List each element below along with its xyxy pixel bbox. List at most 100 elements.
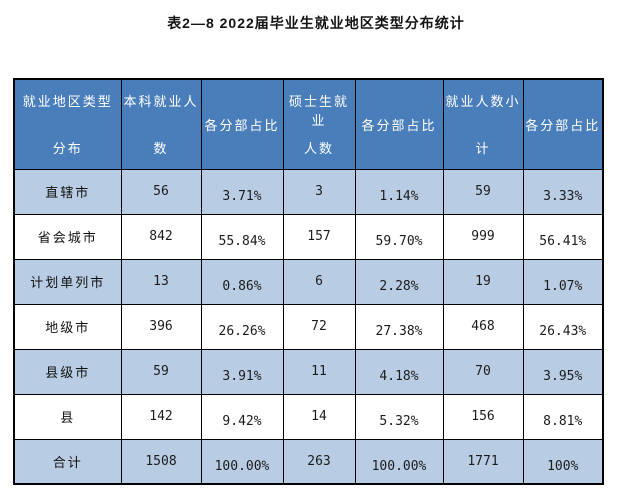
row-label: 直辖市 (13, 168, 122, 215)
table-row-planned-city: 计划单列市 13 0.86% 6 2.28% 19 1.07% (13, 258, 604, 305)
header-total-pct-text: 各分部占比 (524, 81, 602, 167)
pct-value: 56.41% (539, 234, 587, 249)
header-line: 计 (475, 141, 491, 157)
header-row: 就业地区类型 分布 本科就业人 数 各分部占比 (13, 78, 604, 170)
row-label: 省会城市 (13, 213, 122, 260)
master-pct: 1.14% (354, 168, 444, 215)
header-line: 硕士生就业 (288, 94, 349, 129)
header-line: 各分部占比 (204, 117, 280, 133)
row-label: 县 (13, 393, 122, 440)
header-undergrad-pct-text: 各分部占比 (202, 81, 282, 167)
header-line: 各分部占比 (525, 117, 601, 133)
pct-value: 26.43% (539, 324, 587, 339)
master-count: 3 (282, 168, 356, 215)
total-pct: 3.33% (522, 168, 604, 215)
header-line: 本科就业人 (123, 94, 199, 110)
header-line: 分布 (52, 141, 83, 157)
pct-value: 1.07% (543, 279, 583, 294)
total-pct: 1.07% (522, 258, 604, 305)
pct-value: 0.86% (222, 279, 262, 294)
undergrad-count: 56 (120, 168, 202, 215)
header-line: 数 (153, 141, 169, 157)
header-region-type-text: 就业地区类型 分布 (15, 81, 120, 167)
pct-value: 3.91% (222, 369, 262, 384)
total-pct: 56.41% (522, 213, 604, 260)
master-count: 11 (282, 348, 356, 395)
master-pct: 5.32% (354, 393, 444, 440)
total-count: 156 (442, 393, 524, 440)
pct-value: 4.18% (379, 369, 419, 384)
table-row-county-city: 县级市 59 3.91% 11 4.18% 70 3.95% (13, 348, 604, 395)
header-region-type: 就业地区类型 分布 (13, 78, 122, 170)
undergrad-count: 142 (120, 393, 202, 440)
total-count: 468 (442, 303, 524, 350)
header-master-pct-text: 各分部占比 (356, 81, 442, 167)
pct-value: 100.00% (214, 458, 270, 474)
total-pct: 3.95% (522, 348, 604, 395)
pct-value: 3.71% (222, 189, 262, 204)
undergrad-pct: 0.86% (200, 258, 284, 305)
pct-value: 55.84% (218, 234, 266, 249)
header-total-pct: 各分部占比 (522, 78, 604, 170)
row-label: 县级市 (13, 348, 122, 395)
pct-value: 26.26% (218, 324, 266, 339)
pct-value: 27.38% (375, 324, 423, 339)
master-count: 157 (282, 213, 356, 260)
undergrad-count: 842 (120, 213, 202, 260)
header-total-count-text: 就业人数小 计 (444, 81, 522, 167)
row-label: 合计 (13, 438, 122, 485)
table-row-county: 县 142 9.42% 14 5.32% 156 8.81% (13, 393, 604, 440)
total-count: 999 (442, 213, 524, 260)
total-count: 1771 (442, 438, 524, 485)
header-undergrad-count: 本科就业人 数 (120, 78, 202, 170)
master-count: 263 (282, 438, 356, 485)
pct-value: 9.42% (222, 414, 262, 429)
pct-value: 2.28% (379, 279, 419, 294)
total-count: 59 (442, 168, 524, 215)
table-row-prefecture-city: 地级市 396 26.26% 72 27.38% 468 26.43% (13, 303, 604, 350)
table-title: 表2—8 2022届毕业生就业地区类型分布统计 (167, 15, 465, 31)
employment-region-table: 就业地区类型 分布 本科就业人 数 各分部占比 (13, 78, 604, 485)
master-pct: 2.28% (354, 258, 444, 305)
total-count: 19 (442, 258, 524, 305)
table-row-provincial-capital: 省会城市 842 55.84% 157 59.70% 999 56.41% (13, 213, 604, 260)
master-pct: 4.18% (354, 348, 444, 395)
pct-value: 1.14% (379, 189, 419, 204)
master-count: 72 (282, 303, 356, 350)
header-master-count: 硕士生就业 人数 (282, 78, 356, 170)
master-count: 14 (282, 393, 356, 440)
header-undergrad-count-text: 本科就业人 数 (122, 81, 200, 167)
header-undergrad-pct: 各分部占比 (200, 78, 284, 170)
table-row-total: 合计 1508 100.00% 263 100.00% 1771 100% (13, 438, 604, 485)
pct-value: 3.33% (543, 189, 583, 204)
undergrad-pct: 3.71% (200, 168, 284, 215)
header-master-pct: 各分部占比 (354, 78, 444, 170)
header-line: 就业地区类型 (22, 94, 113, 110)
total-count: 70 (442, 348, 524, 395)
total-pct: 26.43% (522, 303, 604, 350)
undergrad-count: 1508 (120, 438, 202, 485)
row-label: 计划单列市 (13, 258, 122, 305)
pct-value: 100.00% (371, 458, 427, 474)
row-label: 地级市 (13, 303, 122, 350)
header-master-count-text: 硕士生就业 人数 (284, 81, 354, 167)
undergrad-count: 396 (120, 303, 202, 350)
undergrad-count: 13 (120, 258, 202, 305)
undergrad-pct: 100.00% (200, 438, 284, 485)
header-line: 各分部占比 (361, 117, 437, 133)
undergrad-pct: 55.84% (200, 213, 284, 260)
header-line: 就业人数小 (445, 94, 521, 110)
undergrad-pct: 9.42% (200, 393, 284, 440)
pct-value: 100% (547, 458, 579, 474)
master-pct: 27.38% (354, 303, 444, 350)
pct-value: 59.70% (375, 234, 423, 249)
total-pct: 8.81% (522, 393, 604, 440)
undergrad-pct: 3.91% (200, 348, 284, 395)
pct-value: 3.95% (543, 369, 583, 384)
master-pct: 59.70% (354, 213, 444, 260)
table-row-municipality: 直辖市 56 3.71% 3 1.14% 59 3.33% (13, 168, 604, 215)
total-pct: 100% (522, 438, 604, 485)
undergrad-count: 59 (120, 348, 202, 395)
undergrad-pct: 26.26% (200, 303, 284, 350)
